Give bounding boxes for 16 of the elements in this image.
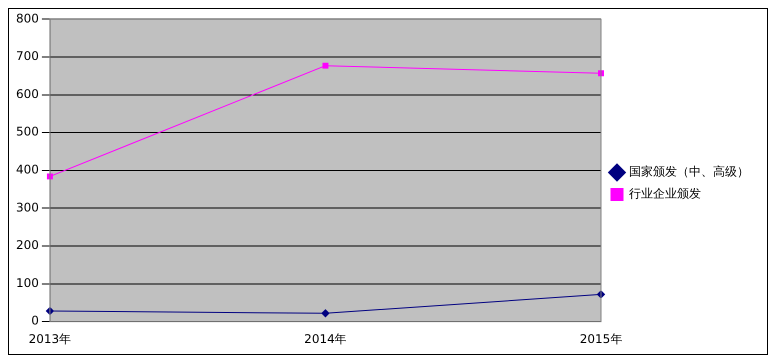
y-tick-label: 500 <box>16 124 39 139</box>
y-tick-label: 800 <box>16 11 39 26</box>
y-tick-label: 100 <box>16 276 39 290</box>
point <box>321 309 330 318</box>
x-tick-label: 2015年 <box>580 332 622 346</box>
x-tick-label: 2014年 <box>304 332 347 346</box>
y-tick-label: 700 <box>16 49 39 64</box>
y-tick-label: 300 <box>16 200 39 214</box>
y-tick-label: 600 <box>16 86 39 101</box>
y-tick-label: 200 <box>16 238 39 252</box>
x-tick-label: 2013年 <box>28 332 72 346</box>
y-tick-label: 400 <box>16 162 39 177</box>
point <box>322 62 328 69</box>
legend-label: 国家颁发（中、高级） <box>629 164 749 179</box>
y-tick-label: 0 <box>31 314 39 328</box>
legend-label: 行业企业颁发 <box>629 186 701 201</box>
